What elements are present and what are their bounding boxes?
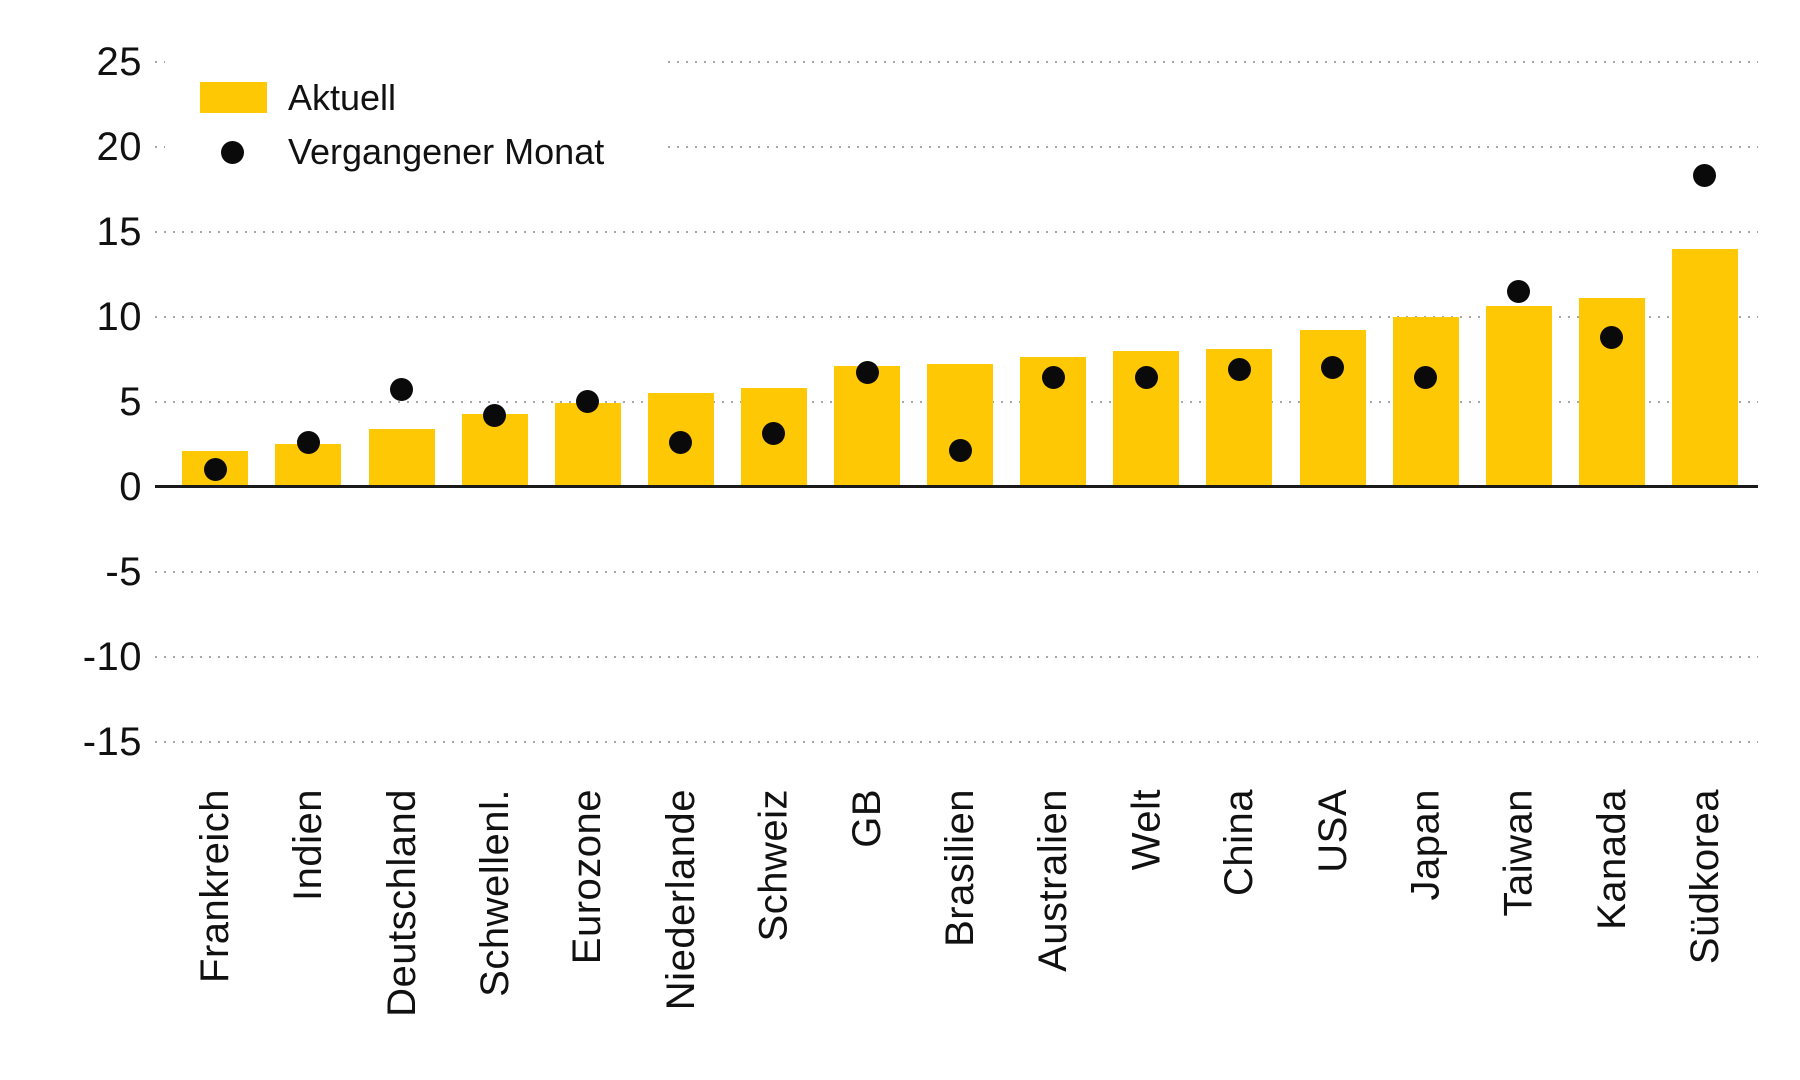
gridline-y--15 [155,740,1758,743]
dot-Welt [1134,366,1158,390]
gridline-y-25 [155,60,1758,63]
y-tick-label-20: 20 [96,124,142,169]
legend-label-vergangener-monat: Vergangener Monat [288,131,605,172]
y-tick-label--10: -10 [82,634,142,679]
x-label-Schwellenl.: Schwellenl. [472,789,517,997]
gridline-y-15 [155,230,1758,233]
dot-Eurozone [576,390,600,414]
dot-Schwellenl. [483,403,507,427]
y-tick-label--5: -5 [105,549,142,594]
dot-Australien [1041,366,1065,390]
gridline-y--5 [155,570,1758,573]
legend-dot-marker [220,140,244,164]
dot-GB [855,361,879,385]
x-label-USA: USA [1310,789,1355,873]
dot-Südkorea [1693,164,1717,187]
bar-Brasilien [927,364,994,487]
x-label-Australien: Australien [1031,789,1076,972]
x-label-Niederlande: Niederlande [658,789,703,1011]
y-tick-label--15: -15 [82,719,142,764]
x-axis-line [155,485,1758,489]
y-tick-label-10: 10 [96,294,142,339]
legend-label-aktuell: Aktuell [288,77,397,118]
dot-Kanada [1600,325,1624,349]
x-label-Schweiz: Schweiz [751,789,796,942]
gridline-y-10 [155,315,1758,318]
bar-Japan [1392,316,1459,487]
dot-USA [1321,356,1344,380]
y-tick-label-5: 5 [119,379,142,424]
dot-Indien [296,430,320,454]
dot-Brasilien [948,439,972,463]
dot-China [1227,357,1251,381]
x-label-Japan: Japan [1403,789,1448,901]
x-label-Welt: Welt [1124,789,1169,871]
bar-USA [1299,330,1366,487]
bar-Eurozone [554,403,621,487]
y-tick-label-0: 0 [119,464,142,509]
x-label-Taiwan: Taiwan [1496,789,1541,917]
bar-Deutschland [368,428,435,487]
x-label-Kanada: Kanada [1589,789,1634,930]
y-tick-label-15: 15 [96,209,142,254]
x-label-Frankreich: Frankreich [193,789,238,983]
dot-Niederlande [669,430,693,454]
bar-Taiwan [1485,306,1552,487]
x-label-Deutschland: Deutschland [379,789,424,1017]
gridline-y--10 [155,655,1758,658]
x-label-Eurozone: Eurozone [565,789,610,965]
x-label-China: China [1217,789,1262,897]
gridline-y-20 [155,145,1758,148]
legend: Aktuell Vergangener Monat [165,42,665,188]
dot-Schweiz [762,422,786,446]
bar-Südkorea [1671,248,1738,487]
legend-bar-swatch [200,82,267,113]
x-label-Indien: Indien [286,789,331,901]
x-label-Brasilien: Brasilien [938,789,983,947]
dot-Japan [1414,366,1438,390]
x-label-GB: GB [845,789,889,848]
x-label-Südkorea: Südkorea [1682,789,1727,965]
bar-GB [834,365,900,487]
dot-Taiwan [1507,279,1531,303]
dot-Frankreich [203,458,227,482]
y-tick-label-25: 25 [96,39,142,84]
dot-Deutschland [390,378,413,402]
